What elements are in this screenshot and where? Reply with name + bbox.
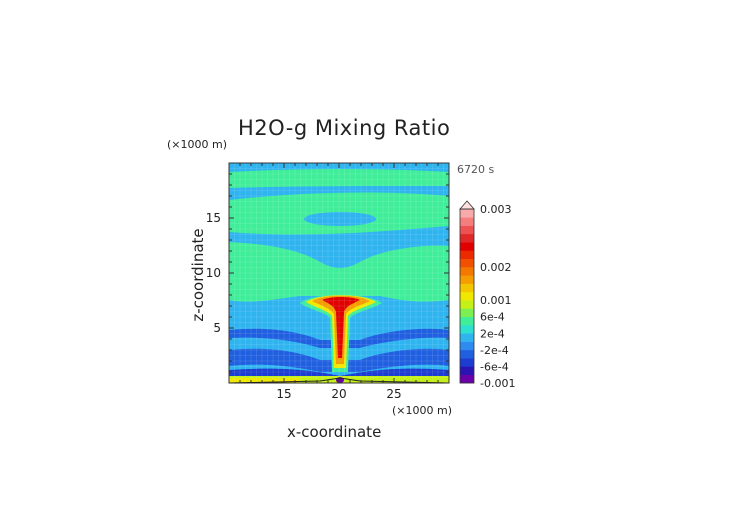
colorbar-label: 0.003 <box>480 203 512 216</box>
colorbar-label: 2e-4 <box>480 327 505 340</box>
colorbar: -0.001 -6e-4 -2e-4 2e-4 6e-4 0.001 0.002 0.003 <box>459 200 515 390</box>
contour-field <box>229 163 449 383</box>
colorbar-swatch <box>460 217 474 226</box>
x-axis-unit: (×1000 m) <box>392 404 453 417</box>
terrain-line <box>228 377 450 384</box>
x-tick-label: 25 <box>386 387 401 401</box>
chart-title: H2O-g Mixing Ratio <box>238 116 451 140</box>
colorbar-label: 6e-4 <box>480 311 505 324</box>
x-axis-label: x-coordinate <box>287 423 382 441</box>
colorbar-swatch <box>460 225 474 235</box>
contour-band-top <box>229 169 449 188</box>
contour-band-mid <box>229 242 449 302</box>
colorbar-frame <box>459 208 475 384</box>
axis-ticks <box>228 162 450 384</box>
plume-red <box>322 297 360 358</box>
colorbar-swatch <box>460 325 474 334</box>
colorbar-swatch <box>460 275 474 284</box>
colorbar-swatch <box>460 341 474 351</box>
colorbar-swatch <box>460 209 474 218</box>
colorbar-extend-arrow <box>459 200 475 210</box>
axis-tick-labels: 15 20 25 5 10 15 <box>206 211 402 401</box>
colorbar-label: -6e-4 <box>480 360 509 373</box>
contour-band-low-dark <box>229 328 449 348</box>
colorbar-swatch <box>460 308 474 318</box>
y-tick-label: 10 <box>206 266 221 280</box>
colorbar-swatch <box>460 366 474 376</box>
colorbar-swatch <box>460 374 474 384</box>
contour-blob-high <box>304 212 376 226</box>
grid-lines <box>229 163 449 383</box>
colorbar-swatch <box>460 283 474 293</box>
y-axis-unit: (×1000 m) <box>167 138 228 151</box>
colorbar-swatch <box>460 333 474 342</box>
colorbar-swatch <box>460 242 474 251</box>
colorbar-swatch <box>460 316 474 326</box>
colorbar-swatch <box>460 250 474 260</box>
colorbar-label: -0.001 <box>480 377 515 390</box>
x-tick-label: 20 <box>331 387 346 401</box>
colorbar-swatch <box>460 300 474 309</box>
colorbar-swatch <box>460 258 474 268</box>
colorbar-label: 0.002 <box>480 261 512 274</box>
time-label: 6720 s <box>457 163 495 176</box>
y-tick-label: 15 <box>206 211 221 225</box>
contour-band-low-deep <box>229 368 449 376</box>
colorbar-swatch <box>460 233 474 243</box>
colorbar-swatch <box>460 358 474 367</box>
y-tick-label: 5 <box>213 321 221 335</box>
colorbar-label: 0.001 <box>480 294 512 307</box>
colorbar-label: -2e-4 <box>480 344 509 357</box>
y-axis-label: z-coordinate <box>189 228 207 322</box>
colorbar-swatch <box>460 291 474 301</box>
colorbar-swatch <box>460 349 474 359</box>
x-tick-label: 15 <box>276 387 291 401</box>
colorbar-swatch <box>460 267 474 276</box>
